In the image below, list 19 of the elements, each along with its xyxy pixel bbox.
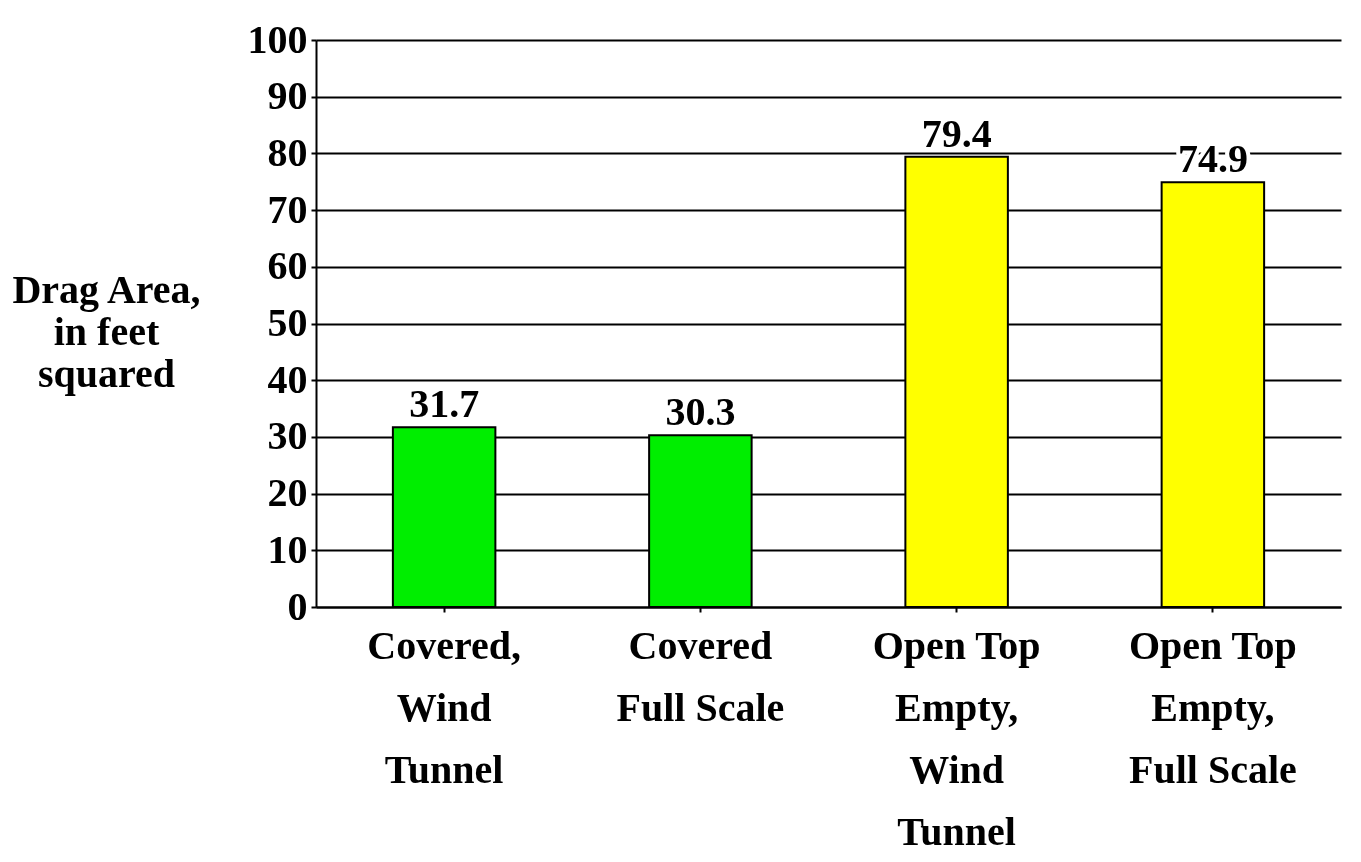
data-label: 30.3 (665, 389, 736, 435)
y-tick-label: 20 (267, 470, 308, 516)
y-tick-label: 80 (267, 129, 308, 175)
y-tick-label: 40 (267, 356, 308, 402)
y-tick-label: 50 (267, 300, 308, 345)
y-tick-label: 0 (287, 583, 308, 629)
y-tick-label: 100 (247, 16, 308, 62)
y-tick-label: 60 (267, 243, 308, 289)
y-tick-label: 10 (267, 526, 308, 572)
x-tick-label: Covered, Wind Tunnel (367, 622, 521, 792)
y-tick-label: 70 (267, 186, 308, 232)
y-tick-label: 90 (267, 73, 308, 119)
data-label: 79.4 (921, 110, 992, 156)
y-tick-label: 30 (267, 413, 308, 459)
y-axis-title: Drag Area, in feet squared (12, 266, 201, 396)
x-tick-label: Covered Full Scale (616, 622, 785, 730)
data-label: 31.7 (409, 381, 480, 427)
x-tick-label: Open Top Empty, Wind Tunnel (872, 622, 1041, 854)
x-tick-label: Open Top Empty, Full Scale (1128, 622, 1297, 792)
